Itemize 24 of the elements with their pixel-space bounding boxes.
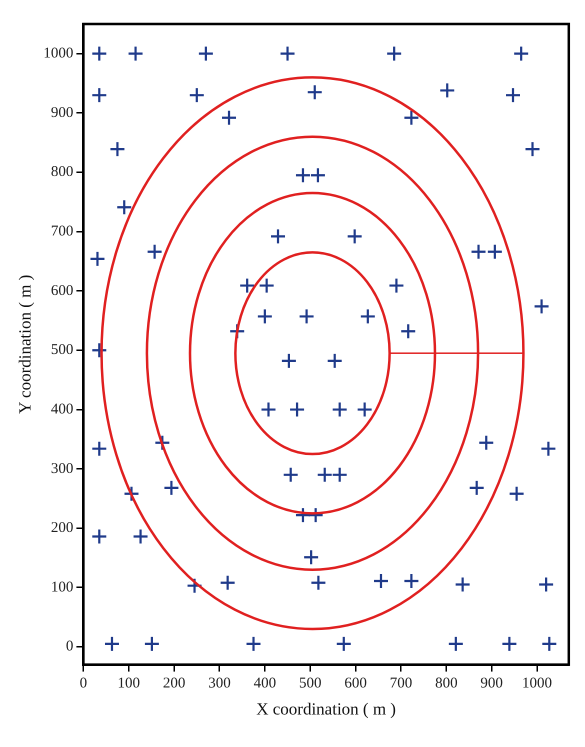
x-tick-label: 500 <box>298 676 322 692</box>
y-tick-label: 900 <box>50 104 74 121</box>
x-tick-label: 700 <box>390 676 412 692</box>
y-tick-label: 1000 <box>43 46 74 62</box>
y-tick-label: 300 <box>50 460 74 477</box>
x-tick-label: 200 <box>162 676 186 692</box>
x-tick-label: 800 <box>435 676 458 692</box>
y-axis-title: Y coordination ( m ) <box>16 274 35 414</box>
x-tick-label: 1000 <box>522 676 552 692</box>
x-tick-label: 300 <box>208 676 231 692</box>
x-tick-label: 600 <box>344 676 367 692</box>
y-tick-label: 0 <box>66 638 74 655</box>
x-tick-label: 0 <box>80 676 88 692</box>
y-tick-label: 100 <box>50 579 74 596</box>
y-tick-label: 700 <box>50 224 74 240</box>
y-tick-label: 400 <box>50 401 74 418</box>
x-axis-title: X coordination ( m ) <box>256 699 396 718</box>
y-tick-label: 800 <box>50 164 74 180</box>
x-tick-label: 400 <box>254 676 276 692</box>
x-tick-label: 100 <box>118 676 140 692</box>
x-tick-label: 900 <box>480 676 503 692</box>
y-tick-label: 500 <box>50 342 74 358</box>
y-tick-label: 600 <box>50 282 74 299</box>
y-tick-label: 200 <box>50 520 74 536</box>
